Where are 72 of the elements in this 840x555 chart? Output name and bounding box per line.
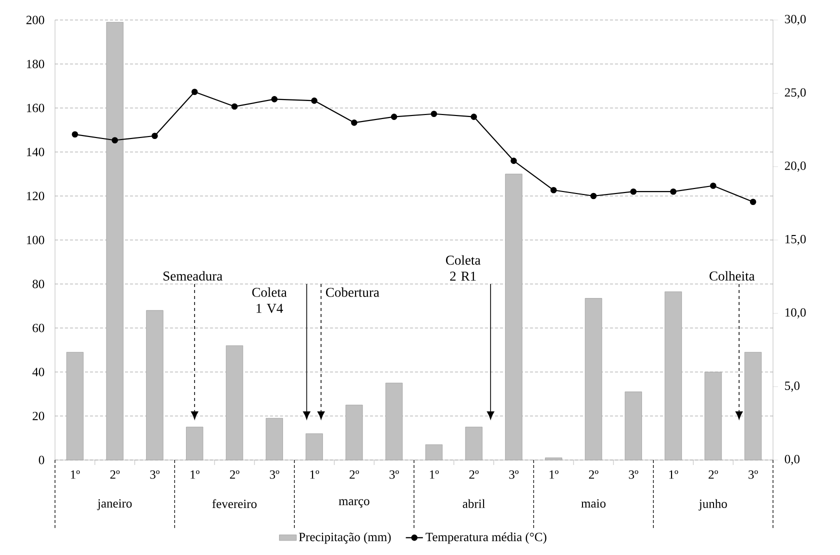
- bar: [425, 444, 443, 460]
- legend-label: Precipitação (mm): [298, 532, 391, 544]
- bar: [306, 433, 323, 460]
- x-tick-label: 3º: [628, 470, 638, 479]
- y-tick-label: 0: [38, 456, 44, 464]
- text: junho: [698, 499, 727, 511]
- y-tick-label: 160: [26, 104, 44, 112]
- y-tick-label: 200: [26, 16, 44, 24]
- y2-tick-label: 25,0: [784, 88, 806, 98]
- x-tick-label: 2º: [588, 470, 598, 479]
- point: [390, 114, 398, 120]
- x-tick-label: 1º: [430, 470, 439, 479]
- y2-tick-label: 0,0: [784, 454, 800, 466]
- point: [351, 120, 358, 126]
- x-tick-label: 2º: [469, 470, 479, 479]
- legend-label: Temperatura média (°C): [426, 532, 546, 544]
- y2-tick-label: 20,0: [784, 162, 806, 172]
- point: [191, 88, 198, 96]
- x-tick-label: 2º: [708, 470, 718, 479]
- x-tick-label: 1º: [190, 470, 200, 479]
- y2-tick-label: 10,0: [785, 308, 806, 318]
- x-tick-label: 1º: [310, 470, 320, 479]
- y-tick-label: 20: [32, 412, 44, 420]
- x-tick-label: 3º: [270, 470, 280, 479]
- x-tick-label: 3º: [748, 470, 758, 479]
- y2-tick-label: 30,0: [784, 14, 806, 26]
- point: [630, 188, 637, 195]
- y-tick-label: 140: [26, 148, 44, 156]
- x-tick-label: 3º: [150, 470, 160, 479]
- text: março: [338, 499, 370, 508]
- text: janeiro: [97, 499, 132, 510]
- y-tick-label: 40: [32, 368, 44, 376]
- x-tick-label: 2º: [110, 470, 120, 479]
- text: abril: [462, 499, 486, 508]
- annotation: Coleta 1 V4: [252, 287, 287, 313]
- x-tick-label: 1º: [550, 470, 558, 479]
- bar: [186, 426, 204, 460]
- x-tick-label: 2º: [230, 470, 240, 479]
- point: [750, 198, 756, 206]
- point: [311, 98, 318, 104]
- y2-tick-label: 5,0: [785, 382, 800, 392]
- point: [470, 114, 477, 120]
- annotation: Coleta 2 R1: [446, 255, 481, 281]
- point: [670, 188, 676, 195]
- y-tick-label: 100: [26, 236, 44, 244]
- point: [430, 110, 438, 118]
- x-tick-label: 3º: [390, 470, 399, 479]
- text: fevereiro: [212, 499, 257, 508]
- x-tick-label: 3º: [509, 470, 519, 479]
- point: [152, 132, 158, 140]
- bar: [465, 426, 482, 460]
- x-tick-label: 1º: [669, 470, 678, 479]
- bar: [545, 458, 562, 460]
- x-tick-label: 2º: [350, 470, 360, 479]
- point: [231, 103, 238, 110]
- annotation: Semeadura: [164, 271, 222, 281]
- point: [72, 131, 78, 138]
- point: [550, 186, 557, 194]
- point: [590, 192, 597, 200]
- y-tick-label: 60: [32, 324, 44, 332]
- point: [112, 137, 118, 144]
- point: [271, 96, 278, 102]
- text: maio: [581, 499, 606, 508]
- annotation: Cobertura: [326, 287, 380, 297]
- y-tick-label: 120: [26, 192, 44, 200]
- y-tick-label: 180: [26, 60, 44, 68]
- x-tick-label: 1º: [70, 470, 80, 479]
- point: [510, 158, 517, 164]
- y2-tick-label: 15,0: [785, 234, 806, 246]
- y-tick-label: 80: [32, 280, 44, 288]
- annotation: Colheita: [710, 271, 755, 281]
- point: [710, 182, 716, 189]
